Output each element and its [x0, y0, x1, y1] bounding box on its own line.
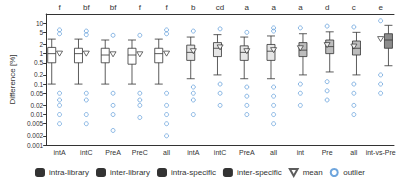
svg-text:b: b	[191, 3, 196, 12]
svg-text:10: 10	[36, 20, 44, 27]
svg-text:0.02: 0.02	[31, 102, 44, 109]
svg-text:PreC: PreC	[132, 149, 148, 156]
svg-text:1: 1	[40, 50, 44, 57]
svg-text:5: 5	[40, 29, 44, 36]
svg-text:inter-library: inter-library	[110, 168, 150, 177]
svg-text:cd: cd	[216, 3, 224, 12]
svg-text:intA: intA	[54, 149, 66, 156]
svg-text:d: d	[325, 3, 329, 12]
svg-text:int: int	[297, 149, 304, 156]
svg-text:intC: intC	[214, 149, 226, 156]
svg-text:e: e	[378, 3, 383, 12]
svg-text:intC: intC	[80, 149, 92, 156]
svg-text:2: 2	[40, 41, 44, 48]
svg-text:a: a	[271, 3, 276, 12]
svg-text:all: all	[350, 149, 357, 156]
svg-text:intra-specific: intra-specific	[171, 168, 216, 177]
svg-text:all: all	[163, 149, 170, 156]
svg-text:c: c	[352, 3, 356, 12]
svg-text:0.5: 0.5	[34, 59, 43, 66]
svg-text:all: all	[270, 149, 277, 156]
svg-text:PreA: PreA	[105, 149, 121, 156]
svg-text:Difference [%]: Difference [%]	[8, 54, 17, 104]
svg-text:0.05: 0.05	[31, 90, 44, 97]
svg-text:a: a	[245, 3, 250, 12]
svg-text:inter-specific: inter-specific	[237, 168, 282, 177]
svg-text:0.002: 0.002	[27, 132, 44, 139]
svg-text:intra-library: intra-library	[49, 168, 89, 177]
svg-text:0.001: 0.001	[27, 142, 44, 149]
svg-text:a: a	[298, 3, 303, 12]
svg-text:int-vs-Pre: int-vs-Pre	[366, 149, 396, 156]
svg-text:outlier: outlier	[343, 168, 365, 177]
svg-text:f: f	[58, 3, 61, 12]
svg-text:intA: intA	[187, 149, 199, 156]
svg-text:0.005: 0.005	[27, 120, 44, 127]
svg-text:bf: bf	[110, 3, 117, 12]
svg-text:0.01: 0.01	[31, 111, 44, 118]
svg-text:PreA: PreA	[239, 149, 255, 156]
svg-text:bf: bf	[83, 3, 90, 12]
svg-text:0.2: 0.2	[34, 71, 43, 78]
svg-text:0.1: 0.1	[34, 81, 43, 88]
svg-text:f: f	[165, 3, 168, 12]
svg-text:Pre: Pre	[322, 149, 333, 156]
svg-text:f: f	[139, 3, 142, 12]
svg-text:mean: mean	[303, 168, 323, 177]
